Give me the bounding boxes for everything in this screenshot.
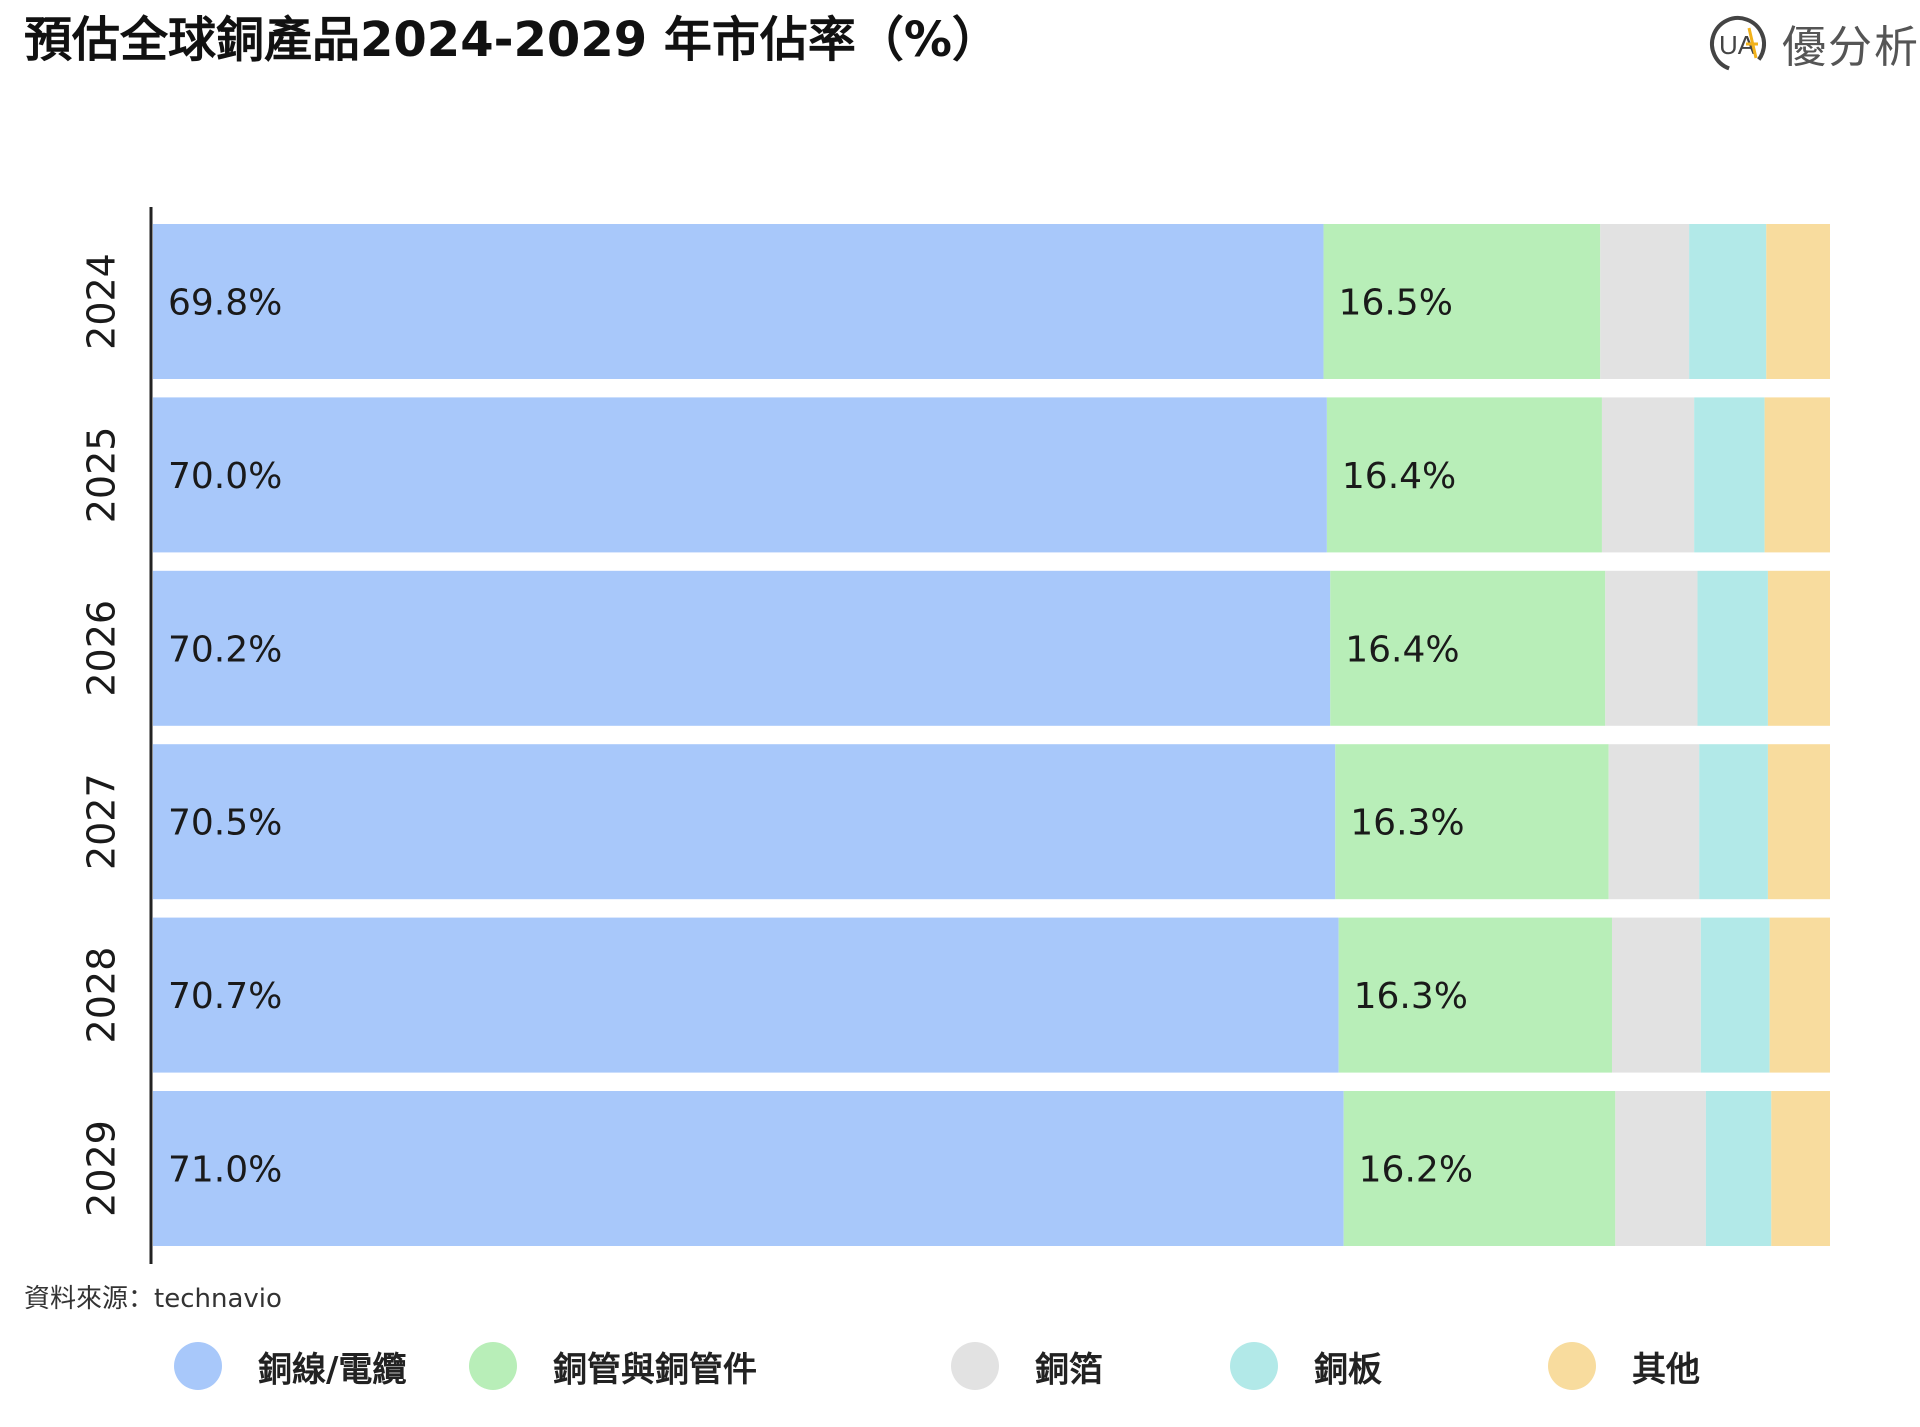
- bar-2029-series-0: [153, 1091, 1344, 1246]
- bar-2028-series-1: [1338, 917, 1612, 1073]
- bar-2028-series-4: [1769, 917, 1830, 1073]
- bar-2027-series-4: [1767, 744, 1830, 900]
- bar-2026-series-0: [153, 570, 1331, 726]
- bars-layer: [153, 224, 1830, 1246]
- data-label-2028-series-1: 16.3%: [1354, 976, 1468, 1017]
- y-tick-label-2024: 2024: [80, 253, 124, 350]
- legend-label: 銅管與銅管件: [553, 1349, 757, 1390]
- bar-2024-series-3: [1689, 224, 1767, 379]
- bar-2028-series-0: [153, 917, 1339, 1073]
- bar-2025-series-4: [1764, 397, 1830, 553]
- bar-2024-series-4: [1766, 224, 1830, 379]
- bar-2029-series-2: [1615, 1091, 1706, 1246]
- legend-item-1: 銅管與銅管件: [469, 1336, 757, 1396]
- data-label-2027-series-1: 16.3%: [1350, 803, 1464, 844]
- y-tick-label-2028: 2028: [80, 947, 124, 1044]
- bar-2027-series-1: [1335, 744, 1609, 900]
- chart-title: 預估全球銅產品2024-2029 年市佔率（%）: [24, 12, 1000, 68]
- ua-logo-icon: UA: [1710, 16, 1766, 72]
- bar-2029-series-4: [1771, 1091, 1830, 1246]
- data-label-2029-series-1: 16.2%: [1359, 1150, 1473, 1191]
- legend-swatch-icon: [1548, 1342, 1596, 1390]
- data-label-2029-series-0: 71.0%: [168, 1150, 282, 1191]
- bar-2029-series-3: [1705, 1091, 1772, 1246]
- bar-2027-series-2: [1608, 744, 1700, 900]
- bar-2026-series-1: [1330, 570, 1606, 726]
- data-label-2026-series-1: 16.4%: [1345, 629, 1459, 670]
- legend-label: 銅線/電纜: [258, 1349, 407, 1390]
- y-tick-label-2025: 2025: [80, 427, 124, 524]
- legend-label: 銅箔: [1035, 1349, 1103, 1390]
- stacked-bar-chart: 69.8% 16.5% 2024 70.0% 16.4% 2025 70.2% 16.4% 20…: [80, 207, 1830, 1264]
- bar-2026-series-4: [1767, 570, 1830, 726]
- brand-name: 優分析: [1782, 22, 1920, 73]
- legend: 銅線/電纜 銅管與銅管件 銅箔 銅板 其他: [0, 1336, 1920, 1396]
- legend-swatch-icon: [1230, 1342, 1278, 1390]
- bar-2025-series-3: [1694, 397, 1765, 553]
- bar-2024-series-1: [1323, 224, 1601, 379]
- data-label-2025-series-1: 16.4%: [1342, 456, 1456, 497]
- bar-2026-series-3: [1697, 570, 1768, 726]
- data-label-2025-series-0: 70.0%: [168, 456, 282, 497]
- y-tick-label-2026: 2026: [80, 600, 124, 697]
- data-label-2028-series-0: 70.7%: [168, 976, 282, 1017]
- bar-2025-series-0: [153, 397, 1327, 553]
- bar-2025-series-2: [1601, 397, 1695, 553]
- legend-item-4: 其他: [1548, 1336, 1700, 1396]
- bar-2027-series-3: [1699, 744, 1768, 900]
- legend-swatch-icon: [174, 1342, 222, 1390]
- bar-2028-series-2: [1611, 917, 1701, 1073]
- data-label-2024-series-0: 69.8%: [168, 283, 282, 324]
- bar-2026-series-2: [1605, 570, 1698, 726]
- data-label-2027-series-0: 70.5%: [168, 803, 282, 844]
- y-tick-label-2027: 2027: [80, 773, 124, 870]
- bar-2024-series-2: [1600, 224, 1690, 379]
- bar-2029-series-1: [1343, 1091, 1616, 1246]
- legend-item-0: 銅線/電纜: [174, 1336, 406, 1396]
- legend-label: 銅板: [1314, 1349, 1382, 1390]
- y-tick-label-2029: 2029: [80, 1120, 124, 1217]
- labels-layer: 69.8% 16.5% 2024 70.0% 16.4% 2025 70.2% 16.4% 20…: [80, 253, 1474, 1217]
- bar-2027-series-0: [153, 744, 1336, 900]
- bar-2025-series-1: [1326, 397, 1602, 553]
- bar-2028-series-3: [1700, 917, 1770, 1073]
- legend-item-3: 銅板: [1230, 1336, 1382, 1396]
- legend-label: 其他: [1632, 1349, 1700, 1390]
- legend-swatch-icon: [951, 1342, 999, 1390]
- legend-swatch-icon: [469, 1342, 517, 1390]
- bar-2024-series-0: [153, 224, 1324, 379]
- data-label-2026-series-0: 70.2%: [168, 629, 282, 670]
- legend-item-2: 銅箔: [951, 1336, 1103, 1396]
- data-label-2024-series-1: 16.5%: [1339, 283, 1453, 324]
- source-note: 資料來源：technavio: [24, 1284, 282, 1314]
- brand: UA 優分析: [1706, 8, 1920, 78]
